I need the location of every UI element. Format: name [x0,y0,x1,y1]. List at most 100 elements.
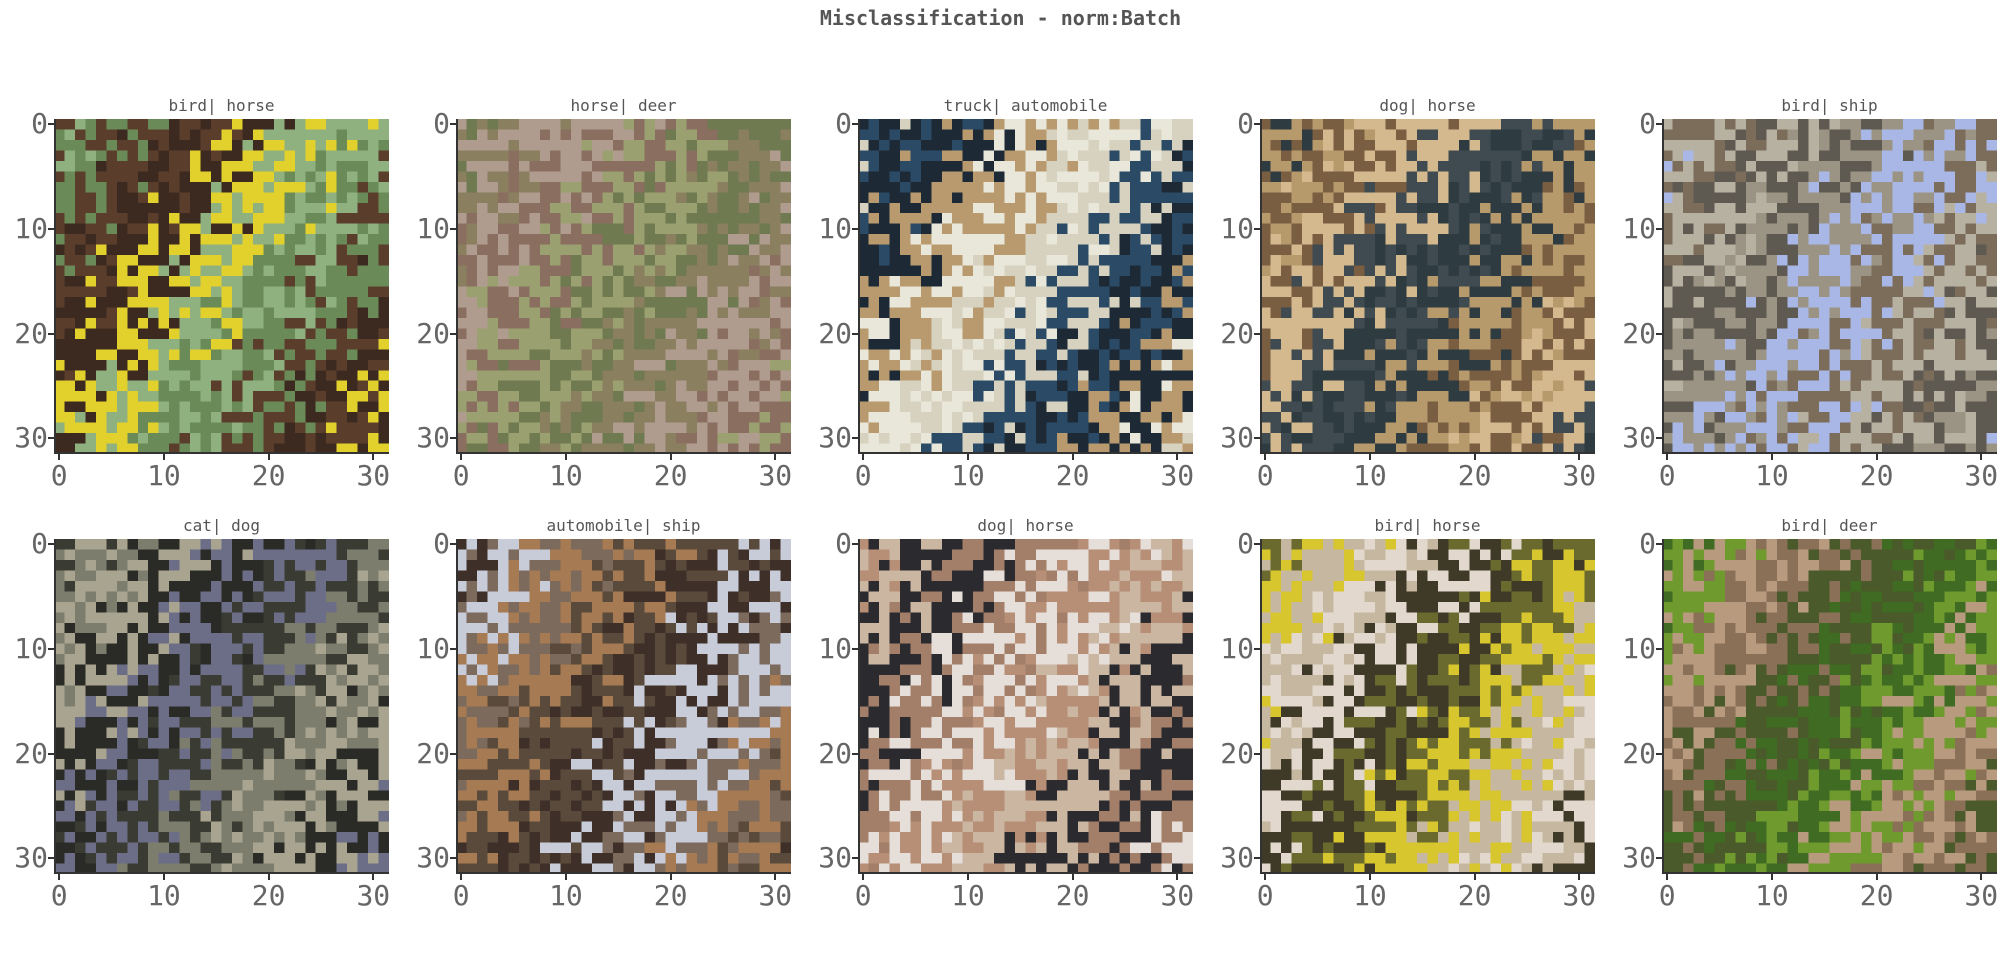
image-thumbnail [54,539,389,874]
x-axis-line [1662,452,1997,454]
x-tick-label: 0 [431,882,491,910]
y-tick-label: 0 [1208,530,1254,558]
x-tick-mark [268,454,270,460]
panel-title: cat| dog [54,516,389,535]
y-tick-mark [1254,648,1260,650]
x-tick-label: 10 [134,882,194,910]
x-tick-mark [1771,454,1773,460]
y-tick-label: 10 [2,635,48,663]
y-tick-label: 20 [806,320,852,348]
y-tick-label: 0 [1208,110,1254,138]
image-thumbnail [858,539,1193,874]
y-axis-line [858,539,860,874]
y-axis-line [54,119,56,454]
x-tick-label: 10 [536,882,596,910]
x-tick-label: 20 [1847,462,1907,490]
x-tick-mark [1369,874,1371,880]
y-tick-label: 10 [1610,635,1656,663]
y-tick-mark [450,753,456,755]
y-tick-label: 30 [806,424,852,452]
x-tick-mark [1474,874,1476,880]
x-tick-mark [1369,454,1371,460]
y-tick-label: 20 [2,320,48,348]
y-tick-mark [450,543,456,545]
x-tick-label: 0 [833,462,893,490]
y-tick-mark [450,123,456,125]
y-tick-label: 30 [2,424,48,452]
y-tick-label: 10 [404,215,450,243]
x-tick-label: 30 [745,882,805,910]
y-tick-mark [852,543,858,545]
y-tick-mark [48,437,54,439]
panel-title: horse| deer [456,96,791,115]
y-axis-line [858,119,860,454]
x-axis-line [456,872,791,874]
x-tick-label: 20 [641,462,701,490]
x-tick-mark [862,454,864,460]
y-tick-label: 10 [1610,215,1656,243]
x-axis-line [54,452,389,454]
x-tick-mark [58,874,60,880]
x-tick-label: 20 [1043,462,1103,490]
x-tick-mark [1072,874,1074,880]
x-tick-label: 30 [745,462,805,490]
y-tick-label: 20 [1208,740,1254,768]
y-tick-label: 0 [2,110,48,138]
panel-title: bird| horse [1260,516,1595,535]
y-tick-mark [1254,228,1260,230]
x-tick-label: 30 [343,462,403,490]
x-tick-mark [670,874,672,880]
y-tick-label: 20 [1610,740,1656,768]
y-tick-mark [48,857,54,859]
x-tick-label: 10 [938,882,998,910]
x-tick-mark [1176,874,1178,880]
y-axis-line [1662,539,1664,874]
x-tick-label: 30 [1147,462,1207,490]
y-tick-label: 10 [2,215,48,243]
x-tick-label: 30 [1549,462,1609,490]
y-tick-label: 0 [404,110,450,138]
x-tick-label: 30 [343,882,403,910]
x-tick-label: 20 [1445,882,1505,910]
y-tick-label: 30 [404,844,450,872]
y-tick-mark [1254,543,1260,545]
y-tick-label: 0 [2,530,48,558]
x-axis-line [1260,872,1595,874]
y-axis-line [54,539,56,874]
y-tick-mark [450,437,456,439]
panel-title: truck| automobile [858,96,1193,115]
x-tick-label: 20 [239,882,299,910]
x-tick-mark [1666,874,1668,880]
x-tick-label: 0 [1637,462,1697,490]
panel-title: bird| deer [1662,516,1997,535]
y-tick-label: 0 [1610,110,1656,138]
x-tick-mark [1980,874,1982,880]
y-tick-label: 20 [404,320,450,348]
x-tick-mark [1474,454,1476,460]
x-tick-label: 10 [938,462,998,490]
y-tick-mark [852,123,858,125]
y-tick-mark [1656,753,1662,755]
x-tick-label: 10 [1340,882,1400,910]
x-tick-mark [372,454,374,460]
y-tick-mark [1656,437,1662,439]
y-tick-label: 20 [806,740,852,768]
x-tick-label: 30 [1549,882,1609,910]
x-tick-mark [1876,874,1878,880]
y-tick-mark [1254,857,1260,859]
x-tick-mark [460,454,462,460]
x-tick-label: 10 [1340,462,1400,490]
x-axis-line [1662,872,1997,874]
panel-title: dog| horse [858,516,1193,535]
image-thumbnail [54,119,389,454]
image-thumbnail [456,119,791,454]
